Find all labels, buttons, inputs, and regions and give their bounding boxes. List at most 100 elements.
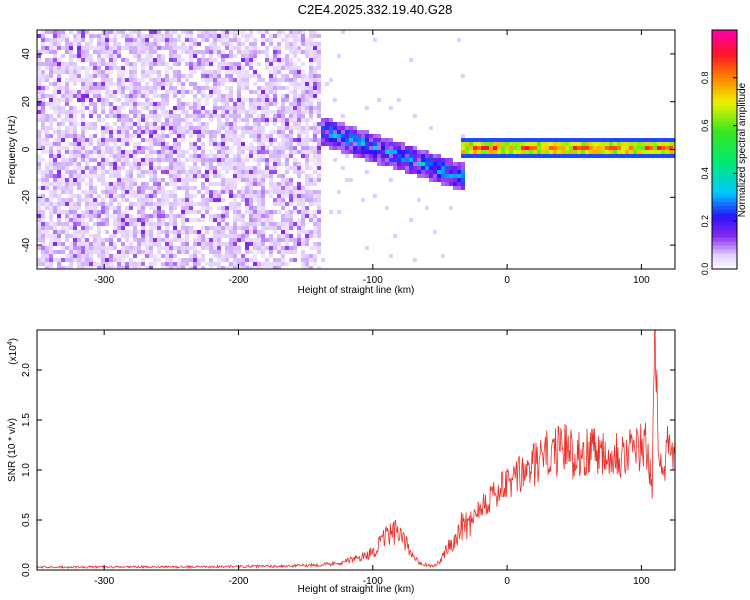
spectrogram-cell bbox=[65, 158, 69, 162]
spectrogram-cell bbox=[317, 202, 321, 206]
spectrogram-cell bbox=[161, 194, 165, 198]
spectrogram-cell bbox=[37, 118, 41, 122]
colorbar-tick-label: 0.8 bbox=[700, 72, 710, 85]
spectrogram-cell bbox=[73, 170, 77, 174]
spectrogram-cell bbox=[249, 30, 253, 34]
spectrogram-cell bbox=[65, 34, 69, 38]
spectrogram-cell bbox=[245, 202, 249, 206]
spectrogram-cell bbox=[169, 166, 173, 170]
spectrogram-cell bbox=[41, 86, 45, 90]
spectrogram-cell bbox=[285, 146, 289, 150]
spectrogram-cell bbox=[225, 46, 229, 50]
spectrogram-cell bbox=[89, 182, 93, 186]
spectrogram-cell bbox=[277, 162, 281, 166]
spectrogram-cell bbox=[197, 62, 201, 66]
spectrogram-cell bbox=[97, 62, 101, 66]
spectrogram-cell bbox=[225, 158, 229, 162]
spectrogram-cell bbox=[97, 90, 101, 94]
spectrogram-cell bbox=[177, 186, 181, 190]
spectrogram-cell bbox=[477, 138, 481, 142]
spectrogram-cell bbox=[57, 106, 61, 110]
spectrogram-cell bbox=[141, 78, 145, 82]
spectrogram-cell bbox=[201, 110, 205, 114]
spectrogram-cell bbox=[101, 138, 105, 142]
spectrogram-cell bbox=[229, 94, 233, 98]
spectrogram-cell bbox=[237, 126, 241, 130]
spectrogram-cell bbox=[225, 266, 229, 269]
spectrogram-cell bbox=[249, 178, 253, 182]
spectrogram-cell bbox=[81, 66, 85, 70]
spectrogram-cell bbox=[261, 190, 265, 194]
spectrogram-cell bbox=[81, 114, 85, 118]
spectrogram-cell bbox=[121, 122, 125, 126]
spectrogram-cell bbox=[329, 126, 333, 130]
spectrogram-cell bbox=[661, 150, 665, 154]
spectrogram-cell bbox=[85, 258, 89, 262]
spectrogram-cell bbox=[493, 138, 497, 142]
spectrogram-cell bbox=[105, 258, 109, 262]
spectrogram-cell bbox=[117, 154, 121, 158]
spectrogram-cell bbox=[77, 234, 81, 238]
spectrogram-cell bbox=[569, 138, 573, 142]
spectrogram-cell bbox=[105, 30, 109, 34]
spectrogram-cell bbox=[601, 154, 605, 158]
spectrogram-cell bbox=[121, 114, 125, 118]
spectrogram-cell bbox=[273, 202, 277, 206]
spectrogram-cell bbox=[209, 170, 213, 174]
spectrogram-cell bbox=[221, 234, 225, 238]
spectrogram-cell bbox=[125, 210, 129, 214]
spectrogram-cell bbox=[73, 178, 77, 182]
spectrogram-cell bbox=[501, 138, 505, 142]
spectrogram-cell bbox=[201, 174, 205, 178]
spectrogram-cell bbox=[241, 258, 245, 262]
spectrogram-cell bbox=[137, 58, 141, 62]
spectrogram-cell bbox=[241, 130, 245, 134]
spectrogram-cell bbox=[261, 174, 265, 178]
spectrogram-cell bbox=[657, 154, 661, 158]
spectrogram-cell bbox=[237, 66, 241, 70]
spectrogram-cell bbox=[45, 226, 49, 230]
spectrogram-cell bbox=[173, 246, 177, 250]
spectrogram-cell bbox=[461, 162, 465, 166]
spectrogram-cell bbox=[253, 222, 257, 226]
spectrogram-cell bbox=[261, 186, 265, 190]
spectrogram-cell bbox=[101, 166, 105, 170]
spectrogram-cell bbox=[89, 54, 93, 58]
spectrogram-cell bbox=[269, 170, 273, 174]
spectrogram-cell bbox=[57, 78, 61, 82]
spectrogram-cell bbox=[217, 158, 221, 162]
spectrogram-cell bbox=[297, 50, 301, 54]
spectrogram-cell bbox=[45, 262, 49, 266]
spectrogram-cell bbox=[237, 218, 241, 222]
spectrogram-cell bbox=[369, 150, 373, 154]
spectrogram-cell bbox=[225, 130, 229, 134]
spectrogram-cell bbox=[229, 114, 233, 118]
spectrogram-cell bbox=[49, 142, 53, 146]
spectrogram-cell bbox=[421, 170, 425, 174]
spectrogram-cell bbox=[301, 238, 305, 242]
spectrogram-cell bbox=[125, 42, 129, 46]
spectrogram-cell bbox=[185, 46, 189, 50]
spectrogram-cell bbox=[201, 154, 205, 158]
spectrogram-cell bbox=[93, 94, 97, 98]
spectrogram-cell bbox=[125, 206, 129, 210]
spectrogram-cell bbox=[253, 102, 257, 106]
spectrogram-cell bbox=[277, 134, 281, 138]
spectrogram-cell bbox=[277, 190, 281, 194]
spectrogram-cell bbox=[241, 194, 245, 198]
spectrogram-cell bbox=[145, 238, 149, 242]
spectrogram-cell bbox=[173, 234, 177, 238]
spectrogram-cell bbox=[157, 162, 161, 166]
spectrogram-cell bbox=[281, 202, 285, 206]
spectrogram-cell bbox=[277, 126, 281, 130]
spectrogram-cell bbox=[649, 154, 653, 158]
spectrogram-cell bbox=[73, 126, 77, 130]
spectrogram-cell bbox=[293, 46, 297, 50]
spectrogram-cell bbox=[397, 98, 401, 102]
spectrogram-cell bbox=[269, 158, 273, 162]
spectrogram-cell bbox=[221, 138, 225, 142]
spectrogram-cell bbox=[189, 178, 193, 182]
spectrogram-cell bbox=[317, 234, 321, 238]
spectrogram-cell bbox=[69, 162, 73, 166]
spectrogram-cell bbox=[197, 202, 201, 206]
